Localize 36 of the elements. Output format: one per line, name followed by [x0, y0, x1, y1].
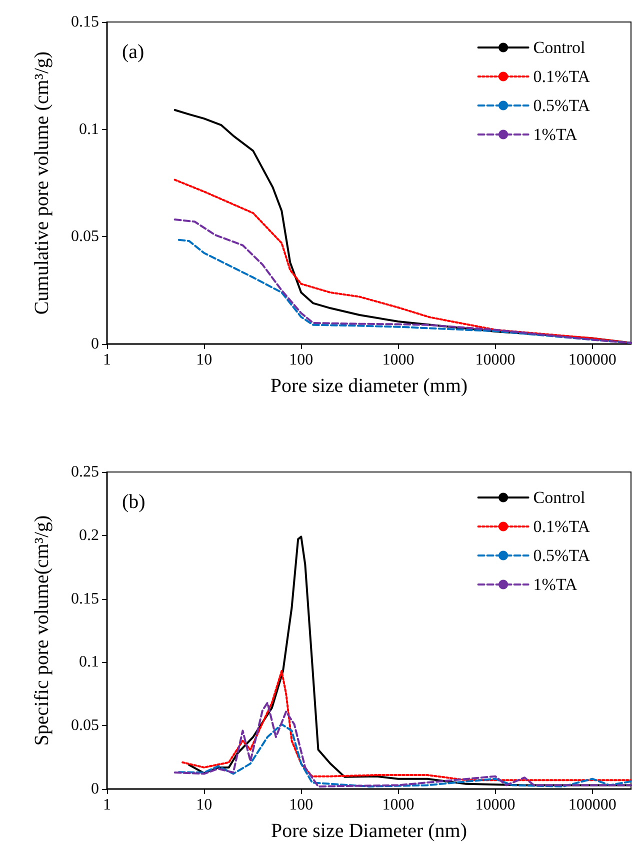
- legend-label: 0.1%TA: [533, 517, 591, 536]
- x-tick-label: 1: [103, 796, 111, 814]
- x-tick-label: 1: [103, 352, 111, 368]
- annotation: (a): [122, 41, 144, 63]
- legend-label: 0.5%TA: [533, 96, 591, 115]
- y-tick-label: 0: [91, 336, 99, 352]
- y-tick-label: 0.1: [79, 654, 99, 671]
- legend-label: 1%TA: [533, 125, 578, 144]
- x-tick-label: 10000: [475, 352, 516, 368]
- x-tick-label: 10: [196, 352, 212, 368]
- y-axis-title: Specific pore volume(cm³/g): [31, 515, 53, 746]
- y-tick-label: 0.1: [79, 120, 99, 138]
- x-tick-label: 1000: [382, 796, 414, 814]
- annotation: (b): [122, 491, 146, 513]
- x-tick-label: 10000: [475, 796, 516, 814]
- legend-label: 0.5%TA: [533, 546, 591, 565]
- x-tick-label: 100000: [568, 352, 616, 368]
- legend-label: Control: [533, 38, 586, 57]
- x-tick-label: 100000: [568, 796, 616, 814]
- x-tick-label: 10: [196, 796, 212, 814]
- x-tick-label: 100: [289, 796, 314, 814]
- legend-label: Control: [533, 488, 586, 507]
- y-tick-label: 0.15: [71, 590, 99, 608]
- y-tick-label: 0: [91, 780, 99, 798]
- y-tick-label: 0.25: [71, 464, 99, 480]
- y-tick-label: 0.05: [71, 228, 99, 246]
- x-axis-title: Pore size Diameter (nm): [270, 820, 468, 842]
- legend-label: 0.1%TA: [533, 67, 591, 86]
- y-tick-label: 0.15: [71, 14, 99, 30]
- y-axis-title: Cumulative pore volume (cm³/g): [31, 51, 53, 315]
- x-tick-label: 1000: [382, 352, 414, 368]
- x-tick-label: 100: [289, 352, 314, 368]
- legend-label: 1%TA: [533, 575, 578, 594]
- y-tick-label: 0.2: [79, 526, 99, 544]
- x-axis-title: Pore size diameter (mm): [270, 375, 468, 397]
- y-tick-label: 0.05: [71, 717, 99, 734]
